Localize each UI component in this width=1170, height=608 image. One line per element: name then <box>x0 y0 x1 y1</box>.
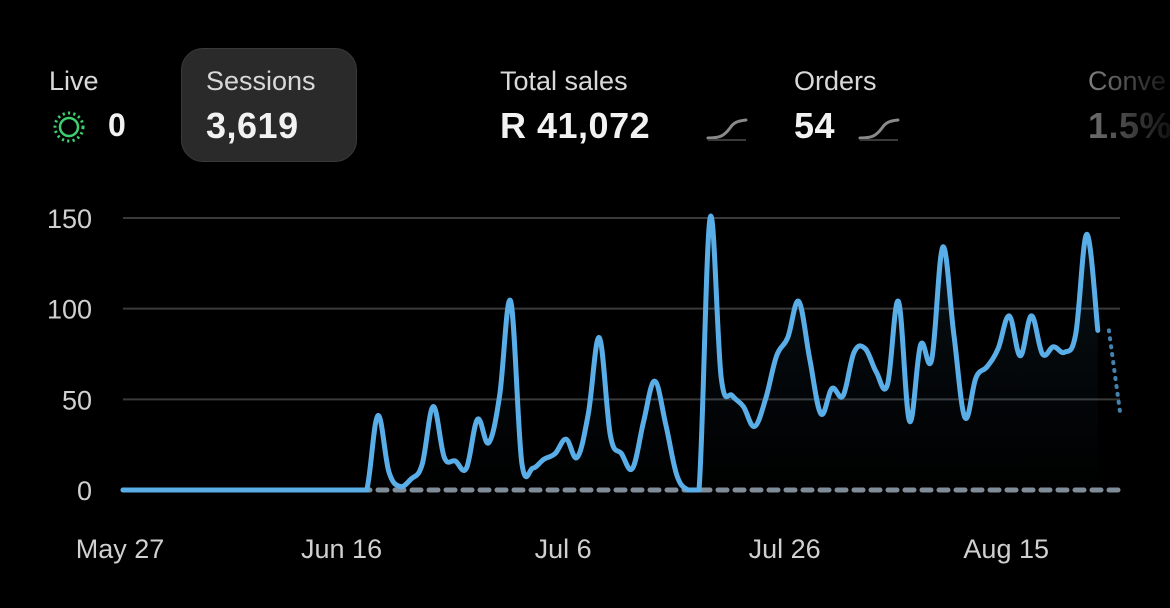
chart-series <box>123 216 1120 490</box>
x-tick-label: Aug 15 <box>963 534 1049 564</box>
total-sales-value[interactable]: R 41,072 <box>500 105 650 147</box>
total-sales-sparkline-icon <box>706 116 748 142</box>
y-tick-label: 0 <box>77 476 92 506</box>
x-tick-label: Jul 6 <box>535 534 592 564</box>
x-tick-label: May 27 <box>76 534 165 564</box>
sessions-value: 3,619 <box>206 105 299 147</box>
chart-gridlines <box>123 218 1120 399</box>
total-sales-label[interactable]: Total sales <box>500 66 628 97</box>
live-value: 0 <box>108 107 126 144</box>
sessions-series-area <box>123 216 1098 490</box>
orders-label[interactable]: Orders <box>794 66 877 97</box>
live-label: Live <box>49 66 99 97</box>
x-tick-label: Jul 26 <box>749 534 821 564</box>
metrics-bar: Live 0 Sessions 3,619 Total sales R 41,0… <box>0 0 1170 190</box>
conversion-label[interactable]: Conve <box>1088 66 1166 97</box>
live-indicator-icon <box>50 108 88 146</box>
x-tick-label: Jun 16 <box>301 534 382 564</box>
orders-sparkline-icon <box>858 116 900 142</box>
orders-value[interactable]: 54 <box>794 105 835 147</box>
y-tick-label: 150 <box>47 204 92 234</box>
y-axis-ticks: 0 50 100 150 <box>47 204 92 506</box>
sessions-label: Sessions <box>206 66 316 97</box>
conversion-value[interactable]: 1.5% <box>1088 105 1170 147</box>
sessions-line-chart: 0 50 100 150 May 27 Jun 16 Jul 6 Jul 26 Aug 15 <box>0 190 1170 603</box>
y-tick-label: 50 <box>62 385 92 415</box>
sessions-chart: 0 50 100 150 May 27 Jun 16 Jul 6 Jul 26 Aug 15 <box>0 190 1170 603</box>
x-axis-ticks: May 27 Jun 16 Jul 6 Jul 26 Aug 15 <box>76 534 1049 564</box>
y-tick-label: 100 <box>47 295 92 325</box>
